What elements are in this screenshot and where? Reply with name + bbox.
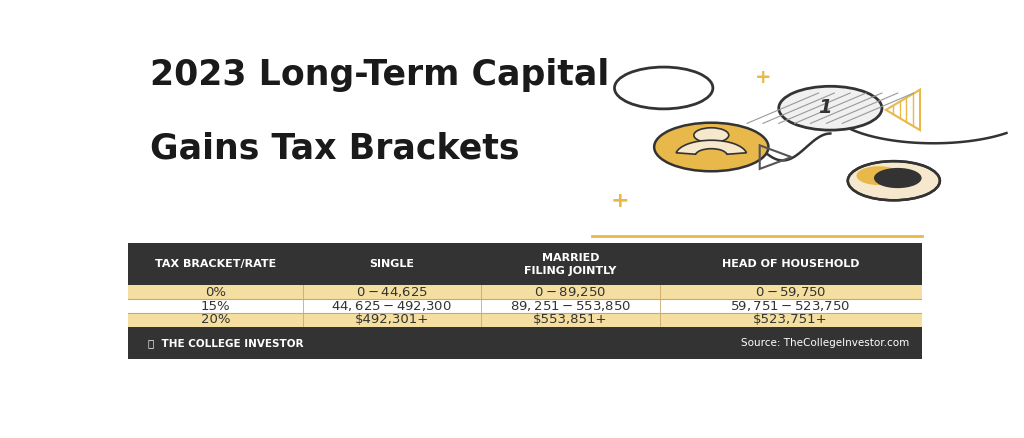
Text: $59,751 - $523,750: $59,751 - $523,750 — [730, 299, 851, 313]
Text: 15%: 15% — [201, 300, 230, 312]
Text: 1: 1 — [818, 98, 831, 117]
Text: $0 - $59,750: $0 - $59,750 — [755, 285, 826, 299]
Text: $89,251 - $553,850: $89,251 - $553,850 — [510, 299, 631, 313]
Text: 20%: 20% — [201, 313, 230, 326]
Circle shape — [856, 166, 901, 185]
Circle shape — [874, 168, 922, 188]
Text: $0 - $44,625: $0 - $44,625 — [356, 285, 428, 299]
Text: HEAD OF HOUSEHOLD: HEAD OF HOUSEHOLD — [722, 259, 859, 269]
Text: Source: TheCollegeInvestor.com: Source: TheCollegeInvestor.com — [741, 338, 909, 348]
Circle shape — [848, 161, 940, 200]
Text: SINGLE: SINGLE — [370, 259, 415, 269]
Text: $553,851+: $553,851+ — [534, 313, 607, 326]
FancyBboxPatch shape — [128, 299, 922, 313]
Text: Gains Tax Brackets: Gains Tax Brackets — [151, 132, 520, 166]
Text: 2023 Long-Term Capital: 2023 Long-Term Capital — [151, 58, 609, 92]
Text: TAX BRACKET/RATE: TAX BRACKET/RATE — [155, 259, 275, 269]
Text: 🎓  THE COLLEGE INVESTOR: 🎓 THE COLLEGE INVESTOR — [147, 338, 303, 348]
Text: $523,751+: $523,751+ — [754, 313, 828, 326]
Circle shape — [654, 123, 768, 171]
Text: $0 - $89,250: $0 - $89,250 — [535, 285, 606, 299]
Circle shape — [694, 128, 729, 143]
FancyBboxPatch shape — [128, 327, 922, 359]
Text: 0%: 0% — [205, 286, 226, 299]
Text: MARRIED
FILING JOINTLY: MARRIED FILING JOINTLY — [524, 253, 616, 276]
FancyBboxPatch shape — [128, 285, 922, 299]
Text: +: + — [755, 68, 771, 87]
Text: +: + — [610, 191, 630, 211]
FancyBboxPatch shape — [128, 243, 922, 285]
Wedge shape — [676, 140, 746, 154]
Circle shape — [778, 86, 882, 130]
Text: $492,301+: $492,301+ — [354, 313, 429, 326]
FancyBboxPatch shape — [128, 313, 922, 327]
Text: $44,625 - $492,300: $44,625 - $492,300 — [332, 299, 453, 313]
